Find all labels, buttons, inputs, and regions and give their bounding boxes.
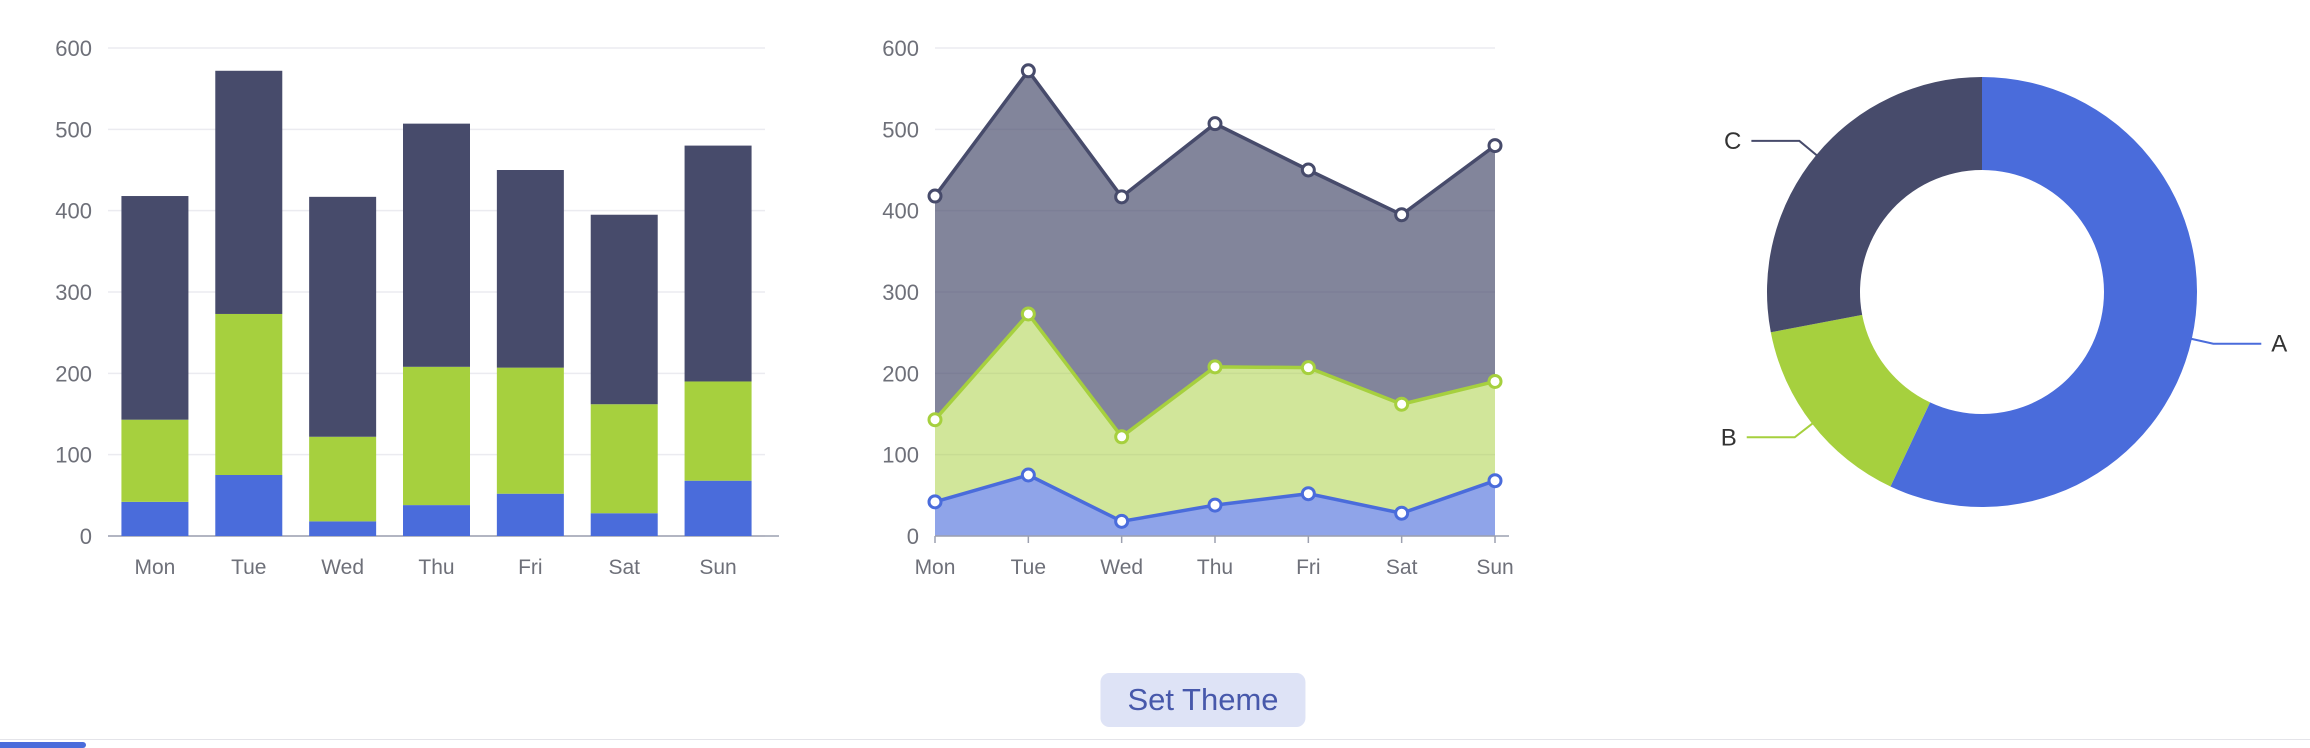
series-lines bbox=[927, 63, 1503, 529]
bar-segment-dark-Sun[interactable] bbox=[684, 145, 752, 382]
y-tick-label: 0 bbox=[907, 524, 919, 549]
pie-label-line-A bbox=[2189, 337, 2262, 345]
bar-segment-blue-Tue[interactable] bbox=[215, 475, 283, 536]
bottom-divider bbox=[0, 739, 2310, 740]
areas bbox=[935, 70, 1495, 536]
pie-slice-A[interactable] bbox=[1890, 77, 2197, 507]
bar-segment-dark-Thu[interactable] bbox=[403, 123, 470, 367]
y-tick-label: 600 bbox=[882, 36, 919, 61]
y-tick-label: 100 bbox=[882, 443, 919, 468]
bar-segment-green-Tue[interactable] bbox=[215, 313, 283, 475]
area-dark bbox=[935, 70, 1495, 437]
stacked-bar-chart: 0 100 200 300 400 500 600 Mon Tue Wed Thu Fri Sat Sun bbox=[55, 36, 779, 579]
marker-dark-Wed[interactable] bbox=[1114, 189, 1130, 205]
marker-blue-Mon[interactable] bbox=[927, 494, 943, 510]
marker-blue-Sat[interactable] bbox=[1394, 505, 1410, 521]
x-tick-label: Thu bbox=[418, 556, 454, 579]
marker-dark-Sat[interactable] bbox=[1394, 207, 1410, 223]
set-theme-button[interactable]: Set Theme bbox=[1100, 673, 1306, 727]
bar-segment-green-Sun[interactable] bbox=[684, 381, 752, 481]
x-tick-label: Wed bbox=[321, 556, 364, 579]
donut-pie-chart: A B C bbox=[1721, 77, 2287, 507]
x-tick-label: Sun bbox=[699, 556, 736, 579]
marker-blue-Tue[interactable] bbox=[1020, 467, 1036, 483]
bar-segment-dark-Sat[interactable] bbox=[590, 214, 658, 405]
y-tick-label: 600 bbox=[55, 36, 92, 61]
marker-green-Mon[interactable] bbox=[927, 412, 943, 428]
pie-label-A: A bbox=[2271, 331, 2287, 358]
x-tick-label: Wed bbox=[1100, 556, 1143, 579]
area-green bbox=[935, 313, 1495, 522]
bar-segment-blue-Mon[interactable] bbox=[121, 501, 189, 536]
x-tick-label: Fri bbox=[1296, 556, 1321, 579]
y-tick-label: 500 bbox=[882, 117, 919, 142]
marker-dark-Sun[interactable] bbox=[1487, 138, 1503, 154]
stacked-area-chart: 0 100 200 300 400 500 600 Mon Tue Wed Thu Fri Sat Sun bbox=[882, 36, 1514, 579]
y-tick-label: 400 bbox=[55, 199, 92, 224]
marker-blue-Wed[interactable] bbox=[1114, 513, 1130, 529]
marker-green-Tue[interactable] bbox=[1020, 306, 1036, 322]
bar-segment-green-Fri[interactable] bbox=[496, 367, 564, 494]
marker-dark-Mon[interactable] bbox=[927, 188, 943, 204]
marker-blue-Sun[interactable] bbox=[1487, 473, 1503, 489]
x-tick-label: Sat bbox=[608, 556, 640, 579]
marker-dark-Thu[interactable] bbox=[1207, 116, 1223, 132]
x-tick-label: Sun bbox=[1476, 556, 1513, 579]
marker-dark-Tue[interactable] bbox=[1020, 63, 1036, 79]
pie-slice-B[interactable] bbox=[1770, 314, 1931, 487]
pie-slice-C[interactable] bbox=[1767, 77, 1982, 333]
y-tick-label: 300 bbox=[55, 280, 92, 305]
y-tick-label: 300 bbox=[882, 280, 919, 305]
y-tick-label: 0 bbox=[80, 524, 92, 549]
x-tick-label: Mon bbox=[134, 556, 175, 579]
marker-green-Wed[interactable] bbox=[1114, 429, 1130, 445]
pie-label-B: B bbox=[1721, 424, 1737, 451]
marker-green-Sun[interactable] bbox=[1487, 373, 1503, 389]
pie-label-C: C bbox=[1724, 128, 1741, 155]
marker-green-Fri[interactable] bbox=[1300, 360, 1316, 376]
bar-segment-dark-Mon[interactable] bbox=[121, 196, 189, 420]
bar-segment-green-Wed[interactable] bbox=[309, 436, 377, 522]
bar-segment-blue-Sat[interactable] bbox=[590, 513, 658, 536]
y-tick-label: 200 bbox=[882, 361, 919, 386]
bar-segment-green-Thu[interactable] bbox=[403, 366, 470, 506]
x-tick-label: Tue bbox=[231, 556, 266, 579]
bar-segment-dark-Wed[interactable] bbox=[309, 196, 377, 437]
y-tick-label: 100 bbox=[55, 443, 92, 468]
y-tick-label: 200 bbox=[55, 361, 92, 386]
x-tick-label: Thu bbox=[1197, 556, 1233, 579]
marker-blue-Thu[interactable] bbox=[1207, 497, 1223, 513]
bar-segment-dark-Tue[interactable] bbox=[215, 70, 283, 314]
x-axis-labels: Mon Tue Wed Thu Fri Sat Sun bbox=[134, 556, 736, 579]
x-axis-labels: Mon Tue Wed Thu Fri Sat Sun bbox=[915, 536, 1514, 579]
bar-segment-blue-Thu[interactable] bbox=[403, 505, 470, 536]
marker-green-Sat[interactable] bbox=[1394, 396, 1410, 412]
pie-label-line-C bbox=[1751, 139, 1819, 157]
marker-green-Thu[interactable] bbox=[1207, 359, 1223, 375]
y-tick-label: 500 bbox=[55, 117, 92, 142]
bar-segment-blue-Wed[interactable] bbox=[309, 521, 377, 536]
x-tick-label: Tue bbox=[1011, 556, 1046, 579]
marker-dark-Fri[interactable] bbox=[1300, 162, 1316, 178]
bar-segment-green-Mon[interactable] bbox=[121, 419, 189, 502]
bar-segment-blue-Sun[interactable] bbox=[684, 480, 752, 536]
y-tick-label: 400 bbox=[882, 199, 919, 224]
x-tick-label: Mon bbox=[915, 556, 956, 579]
bar-segment-dark-Fri[interactable] bbox=[496, 170, 564, 368]
marker-blue-Fri[interactable] bbox=[1300, 486, 1316, 502]
x-tick-label: Fri bbox=[518, 556, 543, 579]
bar-segment-green-Sat[interactable] bbox=[590, 404, 658, 514]
bars bbox=[121, 70, 752, 536]
bottom-accent-bar bbox=[0, 742, 86, 748]
pie-label-line-B bbox=[1746, 421, 1815, 439]
x-tick-label: Sat bbox=[1386, 556, 1418, 579]
bar-segment-blue-Fri[interactable] bbox=[496, 493, 564, 536]
